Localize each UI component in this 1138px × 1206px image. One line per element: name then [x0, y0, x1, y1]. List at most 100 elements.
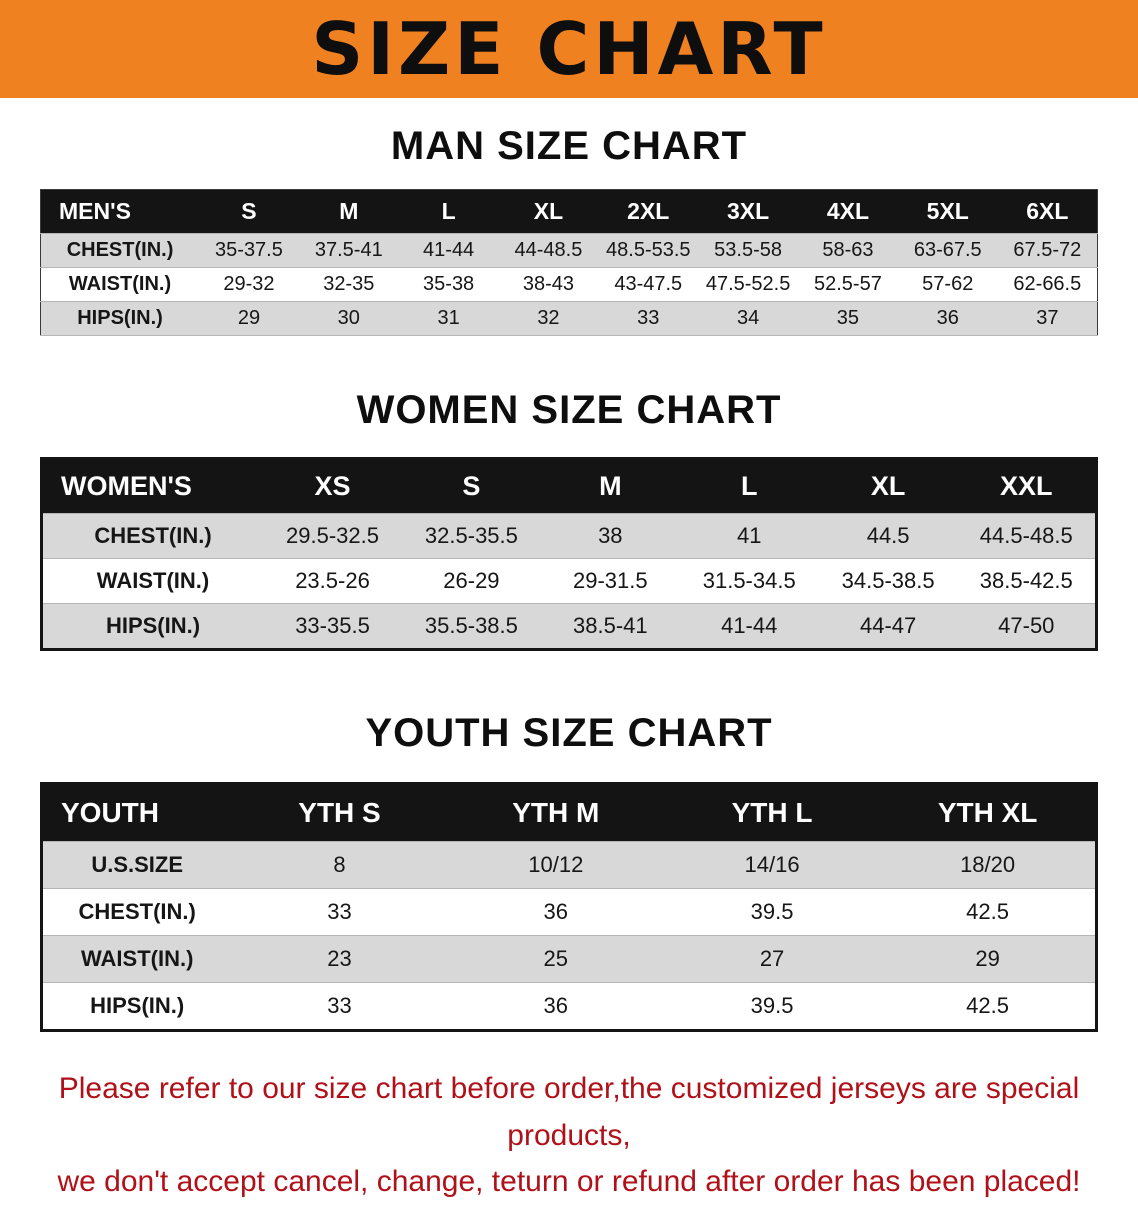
- order-policy-line-2: we don't accept cancel, change, teturn o…: [57, 1165, 1081, 1198]
- youth-row-label: U.S.SIZE: [41, 841, 232, 889]
- women-cell-hips-in-xl: 44-47: [818, 603, 958, 650]
- men-cell-waist-in-6xl: 62-66.5: [997, 267, 1098, 302]
- men-cell-waist-in-4xl: 52.5-57: [798, 267, 898, 302]
- youth-table-title: YOUTH: [41, 783, 232, 842]
- youth-column-header-yth-l: YTH L: [663, 783, 881, 842]
- men-cell-hips-in-l: 31: [398, 301, 499, 336]
- men-cell-waist-in-s: 29-32: [199, 267, 299, 302]
- women-column-header-xxl: XXL: [957, 458, 1097, 514]
- youth-column-header-yth-m: YTH M: [447, 783, 664, 842]
- women-row-hips-in: HIPS(IN.) 33-35.5 35.5-38.5 38.5-41 41-44 44-…: [41, 603, 1097, 650]
- women-cell-chest-in-xs: 29.5-32.5: [263, 513, 402, 559]
- youth-cell-chest-in-yth-xl: 42.5: [880, 888, 1097, 936]
- men-row-label: WAIST(IN.): [40, 267, 200, 302]
- youth-cell-waist-in-yth-m: 25: [447, 935, 664, 983]
- men-column-header-xl: XL: [498, 189, 599, 234]
- men-cell-chest-in-3xl: 53.5-58: [698, 233, 799, 268]
- women-row-chest-in: CHEST(IN.) 29.5-32.5 32.5-35.5 38 41 44.5 44.5…: [41, 513, 1097, 559]
- women-size-table: WOMEN'S XS S M L XL XXL CHEST(IN.) 29.5-32.5 32.5…: [40, 457, 1098, 651]
- men-size-table: MEN'S S M L XL 2XL 3XL 4XL 5XL 6XL CHEST(IN.) 35-37…: [40, 189, 1098, 336]
- men-column-header-5xl: 5XL: [897, 189, 998, 234]
- men-cell-chest-in-s: 35-37.5: [199, 233, 299, 268]
- women-cell-chest-in-m: 38: [540, 513, 680, 559]
- women-cell-chest-in-xl: 44.5: [818, 513, 958, 559]
- men-column-header-2xl: 2XL: [598, 189, 699, 234]
- men-cell-chest-in-xl: 44-48.5: [498, 233, 599, 268]
- men-cell-hips-in-6xl: 37: [997, 301, 1098, 336]
- men-cell-waist-in-m: 32-35: [298, 267, 399, 302]
- youth-row-u-s-size: U.S.SIZE 8 10/12 14/16 18/20: [41, 841, 1097, 889]
- women-cell-hips-in-m: 38.5-41: [540, 603, 680, 650]
- women-cell-waist-in-xs: 23.5-26: [263, 558, 402, 604]
- women-cell-waist-in-m: 29-31.5: [540, 558, 680, 604]
- men-row-label: CHEST(IN.): [40, 233, 200, 268]
- women-row-waist-in: WAIST(IN.) 23.5-26 26-29 29-31.5 31.5-34.5 34…: [41, 558, 1097, 604]
- youth-row-waist-in: WAIST(IN.) 23 25 27 29: [41, 935, 1097, 983]
- youth-cell-hips-in-yth-m: 36: [447, 982, 664, 1031]
- men-column-header-3xl: 3XL: [698, 189, 799, 234]
- women-cell-waist-in-s: 26-29: [401, 558, 541, 604]
- men-column-header-m: M: [298, 189, 399, 234]
- men-header-row: MEN'S S M L XL 2XL 3XL 4XL 5XL 6XL: [40, 189, 1098, 234]
- men-section-heading: MAN SIZE CHART: [390, 124, 748, 168]
- men-row-chest-in: CHEST(IN.) 35-37.5 37.5-41 41-44 44-48.5 48.5…: [40, 233, 1098, 268]
- youth-section-heading: YOUTH SIZE CHART: [365, 711, 773, 755]
- women-table-title: WOMEN'S: [41, 458, 264, 514]
- youth-cell-chest-in-yth-s: 33: [231, 888, 448, 936]
- youth-cell-u-s-size-yth-s: 8: [231, 841, 448, 889]
- men-cell-waist-in-3xl: 47.5-52.5: [698, 267, 799, 302]
- youth-cell-u-s-size-yth-m: 10/12: [447, 841, 664, 889]
- men-cell-chest-in-l: 41-44: [398, 233, 499, 268]
- men-column-header-s: S: [199, 189, 299, 234]
- women-column-header-xl: XL: [818, 458, 958, 514]
- women-cell-waist-in-xl: 34.5-38.5: [818, 558, 958, 604]
- men-cell-waist-in-l: 35-38: [398, 267, 499, 302]
- youth-row-label: HIPS(IN.): [41, 982, 232, 1031]
- order-policy-note: Please refer to our size chart before or…: [0, 1066, 1138, 1206]
- youth-cell-hips-in-yth-xl: 42.5: [880, 982, 1097, 1031]
- women-column-header-l: L: [679, 458, 819, 514]
- men-cell-chest-in-6xl: 67.5-72: [997, 233, 1098, 268]
- men-row-waist-in: WAIST(IN.) 29-32 32-35 35-38 38-43 43-47.5 47.…: [40, 267, 1098, 302]
- youth-cell-hips-in-yth-s: 33: [231, 982, 448, 1031]
- youth-column-header-yth-s: YTH S: [231, 783, 448, 842]
- men-cell-chest-in-m: 37.5-41: [298, 233, 399, 268]
- men-cell-hips-in-4xl: 35: [798, 301, 898, 336]
- women-cell-hips-in-l: 41-44: [679, 603, 819, 650]
- youth-cell-u-s-size-yth-l: 14/16: [663, 841, 881, 889]
- women-cell-chest-in-l: 41: [679, 513, 819, 559]
- women-cell-chest-in-s: 32.5-35.5: [401, 513, 541, 559]
- youth-size-section: YOUTH SIZE CHART YOUTH YTH S YTH M YTH L YTH…: [0, 711, 1138, 1032]
- youth-cell-waist-in-yth-s: 23: [231, 935, 448, 983]
- men-cell-chest-in-2xl: 48.5-53.5: [598, 233, 699, 268]
- women-cell-hips-in-xxl: 47-50: [957, 603, 1097, 650]
- men-cell-hips-in-5xl: 36: [897, 301, 998, 336]
- youth-cell-u-s-size-yth-xl: 18/20: [880, 841, 1097, 889]
- youth-header-row: YOUTH YTH S YTH M YTH L YTH XL: [41, 783, 1097, 842]
- youth-row-label: WAIST(IN.): [41, 935, 232, 983]
- youth-column-header-yth-xl: YTH XL: [880, 783, 1097, 842]
- men-row-label: HIPS(IN.): [40, 301, 200, 336]
- size-chart-banner: SIZE CHART: [0, 0, 1138, 98]
- youth-cell-waist-in-yth-xl: 29: [880, 935, 1097, 983]
- men-cell-hips-in-xl: 32: [498, 301, 599, 336]
- youth-cell-hips-in-yth-l: 39.5: [663, 982, 881, 1031]
- men-column-header-6xl: 6XL: [997, 189, 1098, 234]
- men-cell-waist-in-xl: 38-43: [498, 267, 599, 302]
- women-row-label: CHEST(IN.): [41, 513, 264, 559]
- women-cell-hips-in-s: 35.5-38.5: [401, 603, 541, 650]
- men-cell-chest-in-4xl: 58-63: [798, 233, 898, 268]
- youth-row-label: CHEST(IN.): [41, 888, 232, 936]
- order-policy-line-1: Please refer to our size chart before or…: [58, 1072, 1080, 1152]
- banner-title: SIZE CHART: [311, 7, 827, 91]
- youth-cell-chest-in-yth-l: 39.5: [663, 888, 881, 936]
- women-column-header-xs: XS: [263, 458, 402, 514]
- women-cell-chest-in-xxl: 44.5-48.5: [957, 513, 1097, 559]
- women-column-header-m: M: [540, 458, 680, 514]
- women-cell-waist-in-l: 31.5-34.5: [679, 558, 819, 604]
- men-cell-hips-in-2xl: 33: [598, 301, 699, 336]
- men-cell-waist-in-2xl: 43-47.5: [598, 267, 699, 302]
- women-row-label: WAIST(IN.): [41, 558, 264, 604]
- men-table-title: MEN'S: [40, 189, 200, 234]
- men-cell-hips-in-m: 30: [298, 301, 399, 336]
